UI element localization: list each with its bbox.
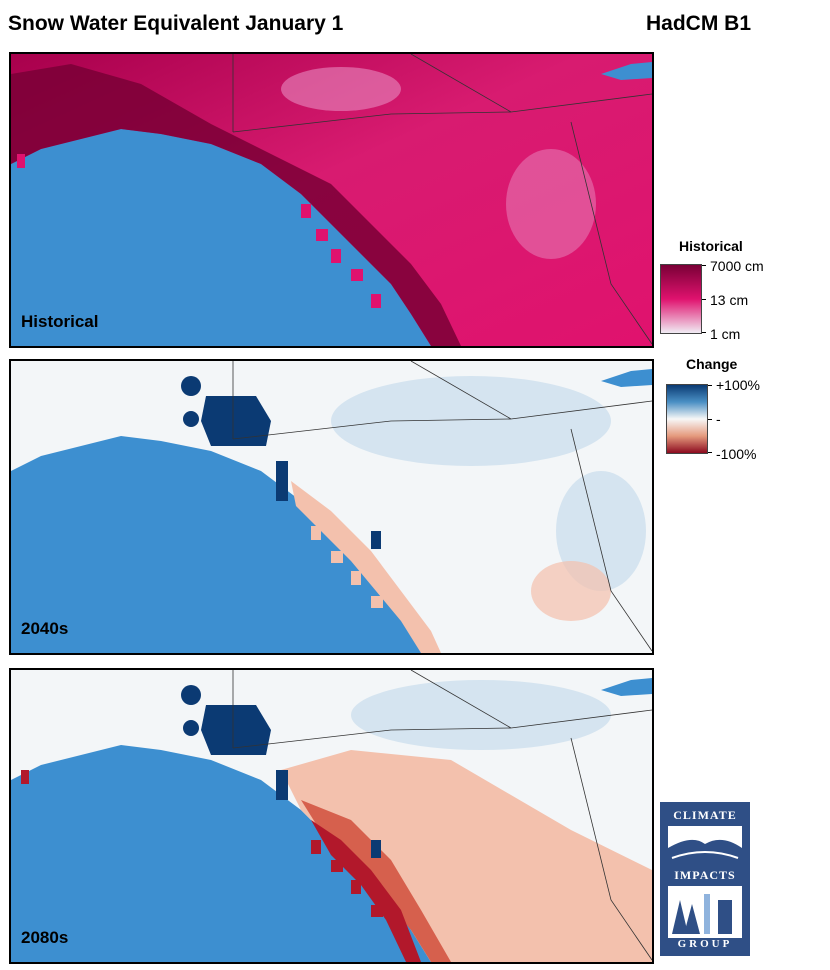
panel-label-2080s: 2080s xyxy=(21,928,69,947)
legend-tick xyxy=(702,265,706,266)
lake xyxy=(601,62,652,80)
legend-tick xyxy=(702,299,706,300)
strong-blue-patch xyxy=(183,720,199,736)
map-panel-historical: Historical xyxy=(9,52,654,348)
legend-tick-label: - xyxy=(716,411,721,427)
red-patch xyxy=(531,561,611,621)
legend-title-change: Change xyxy=(686,356,738,372)
historical-map xyxy=(11,54,652,346)
map-panel-2080s: 2080s xyxy=(9,668,654,964)
panel-label-2040s: 2040s xyxy=(21,619,69,638)
legend-tick xyxy=(708,385,712,386)
change-2040s-map xyxy=(11,361,652,653)
coastal-band xyxy=(11,64,461,346)
legend-tick xyxy=(708,419,712,420)
legend-tick-label: -100% xyxy=(716,446,757,462)
map-panel-2040s: 2040s xyxy=(9,359,654,655)
blue-patch xyxy=(556,471,646,591)
panel-label-historical: Historical xyxy=(21,312,99,331)
blue-patch xyxy=(351,680,611,750)
legend-bar-change xyxy=(666,384,708,454)
legend-tick-label: +100% xyxy=(716,377,760,393)
legend-tick-label: 1 cm xyxy=(710,326,741,342)
legend-tick xyxy=(702,332,706,333)
logo-text-middle: IMPACTS xyxy=(674,868,736,882)
legend-bar-historical xyxy=(660,264,702,334)
change-2080s-map xyxy=(11,670,652,962)
light-patch xyxy=(506,149,596,259)
strong-blue-patch xyxy=(201,705,271,755)
strong-blue-patch xyxy=(181,376,201,396)
light-patch xyxy=(281,67,401,111)
blue-patch xyxy=(331,376,611,466)
strong-blue-patch xyxy=(183,411,199,427)
red-band xyxy=(291,481,441,653)
map-title: Snow Water Equivalent January 1 xyxy=(8,12,344,35)
strong-red-band xyxy=(311,820,421,962)
legend-tick xyxy=(708,452,712,453)
lake xyxy=(601,678,652,696)
red-band xyxy=(281,750,652,962)
legend-title-historical: Historical xyxy=(679,238,743,254)
legend-tick-label: 7000 cm xyxy=(710,258,764,274)
logo-text-bottom: GROUP xyxy=(677,938,733,950)
climate-impacts-group-logo: CLIMATE IMPACTS GROUP xyxy=(660,802,750,956)
lake xyxy=(601,369,652,387)
strong-blue-patch xyxy=(201,396,271,446)
strong-blue-patch xyxy=(181,685,201,705)
model-name: HadCM B1 xyxy=(646,12,752,35)
logo-landscape-icon xyxy=(668,826,742,938)
logo-text-top: CLIMATE xyxy=(673,808,737,822)
legend-tick-label: 13 cm xyxy=(710,292,749,308)
